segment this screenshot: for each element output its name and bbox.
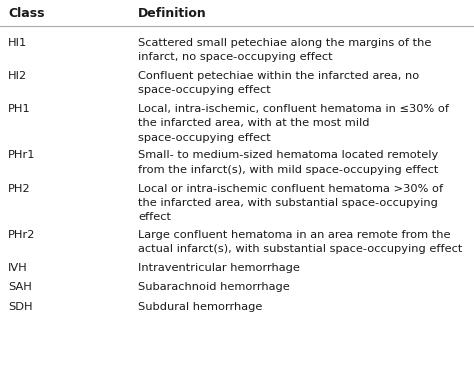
- Text: Class: Class: [8, 7, 45, 20]
- Text: SDH: SDH: [8, 302, 33, 312]
- Text: PHr1: PHr1: [8, 151, 36, 161]
- Text: HI1: HI1: [8, 38, 27, 48]
- Text: IVH: IVH: [8, 263, 28, 273]
- Text: SAH: SAH: [8, 283, 32, 293]
- Text: Subdural hemorrhage: Subdural hemorrhage: [138, 302, 263, 312]
- Text: PHr2: PHr2: [8, 230, 36, 240]
- Text: Scattered small petechiae along the margins of the
infarct, no space-occupying e: Scattered small petechiae along the marg…: [138, 38, 431, 62]
- Text: Intraventricular hemorrhage: Intraventricular hemorrhage: [138, 263, 300, 273]
- Text: Subarachnoid hemorrhage: Subarachnoid hemorrhage: [138, 283, 290, 293]
- Text: Local, intra-ischemic, confluent hematoma in ≤30% of
the infarcted area, with at: Local, intra-ischemic, confluent hematom…: [138, 104, 449, 143]
- Text: Small- to medium-sized hematoma located remotely
from the infarct(s), with mild : Small- to medium-sized hematoma located …: [138, 151, 438, 175]
- Text: Definition: Definition: [138, 7, 207, 20]
- Text: PH1: PH1: [8, 104, 31, 114]
- Text: PH2: PH2: [8, 184, 31, 194]
- Text: Large confluent hematoma in an area remote from the
actual infarct(s), with subs: Large confluent hematoma in an area remo…: [138, 230, 462, 255]
- Text: Local or intra-ischemic confluent hematoma >30% of
the infarcted area, with subs: Local or intra-ischemic confluent hemato…: [138, 184, 443, 222]
- Text: Confluent petechiae within the infarcted area, no
space-occupying effect: Confluent petechiae within the infarcted…: [138, 71, 419, 95]
- Text: HI2: HI2: [8, 71, 27, 81]
